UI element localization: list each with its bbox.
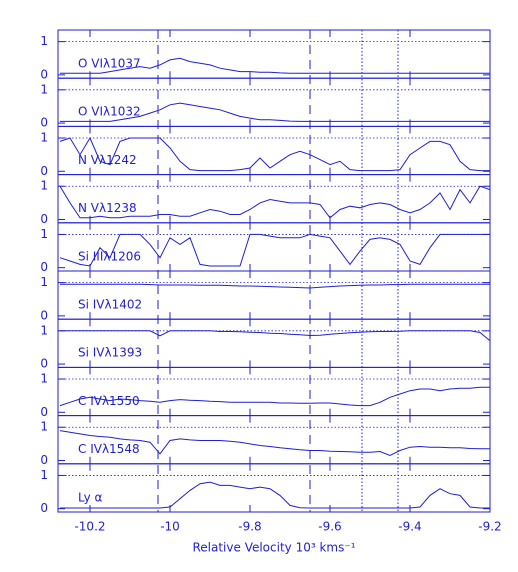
panel-label: O VIλ1037 xyxy=(78,57,141,71)
panel-label: Si IIIλ1206 xyxy=(78,249,141,263)
panel-frame xyxy=(57,125,491,176)
spectrum-line xyxy=(59,430,490,457)
spectrum-line xyxy=(60,481,490,509)
y-tick-label: 1 xyxy=(40,131,48,145)
panel-label: C IVλ1550 xyxy=(78,394,140,408)
y-tick-label: 0 xyxy=(40,164,48,178)
spectrum-line xyxy=(60,283,490,289)
y-tick-label: 1 xyxy=(40,468,48,482)
y-tick-label: 1 xyxy=(40,34,48,48)
x-tick-label: -10 xyxy=(160,520,180,534)
y-tick-label: 0 xyxy=(40,357,48,371)
y-tick-label: 0 xyxy=(40,308,48,322)
spectrum-line xyxy=(60,57,490,74)
panel-label: C IVλ1548 xyxy=(78,442,140,456)
panel-label: O VIλ1032 xyxy=(78,105,141,119)
spectrum-line xyxy=(59,233,490,267)
panel-frame xyxy=(57,318,491,368)
y-tick-label: 1 xyxy=(40,82,48,96)
y-tick-label: 1 xyxy=(40,179,48,193)
y-tick-label: 0 xyxy=(40,67,48,81)
panel-label: Si IVλ1402 xyxy=(78,298,142,312)
panel-label: N Vλ1242 xyxy=(78,153,137,167)
y-tick-label: 0 xyxy=(40,501,48,515)
y-tick-label: 0 xyxy=(40,405,48,419)
spectrum-line xyxy=(60,102,490,122)
y-tick-label: 1 xyxy=(40,372,48,386)
spectrum-line xyxy=(60,330,491,342)
panel-frame xyxy=(57,366,491,417)
spectrum-line xyxy=(59,136,490,172)
panel-frame xyxy=(57,222,491,272)
x-tick-label: -9.6 xyxy=(318,520,341,534)
panel-frame xyxy=(57,415,491,465)
x-tick-label: -9.4 xyxy=(398,520,421,534)
y-tick-label: 0 xyxy=(40,116,48,130)
panel-frame xyxy=(57,174,491,224)
y-tick-label: 0 xyxy=(40,212,48,226)
panel-frame xyxy=(57,463,491,513)
y-tick-label: 1 xyxy=(40,420,48,434)
y-tick-label: 1 xyxy=(40,275,48,289)
panel-label: Si IVλ1393 xyxy=(78,346,142,360)
x-tick-label: -9.8 xyxy=(238,520,261,534)
y-tick-label: 0 xyxy=(40,453,48,467)
panel-frame xyxy=(57,270,491,320)
panel-label: Ly α xyxy=(78,490,103,504)
panel-frame xyxy=(57,29,491,79)
x-tick-label: -9.2 xyxy=(478,520,501,534)
x-axis-label: Relative Velocity 10³ kms⁻¹ xyxy=(192,541,355,555)
spectrum-line xyxy=(59,386,490,407)
y-tick-label: 0 xyxy=(40,260,48,274)
y-tick-label: 1 xyxy=(40,323,48,337)
x-tick-label: -10.2 xyxy=(74,520,105,534)
spectrum-line xyxy=(59,185,491,219)
y-tick-label: 1 xyxy=(40,227,48,241)
panel-label: N Vλ1238 xyxy=(78,201,137,215)
